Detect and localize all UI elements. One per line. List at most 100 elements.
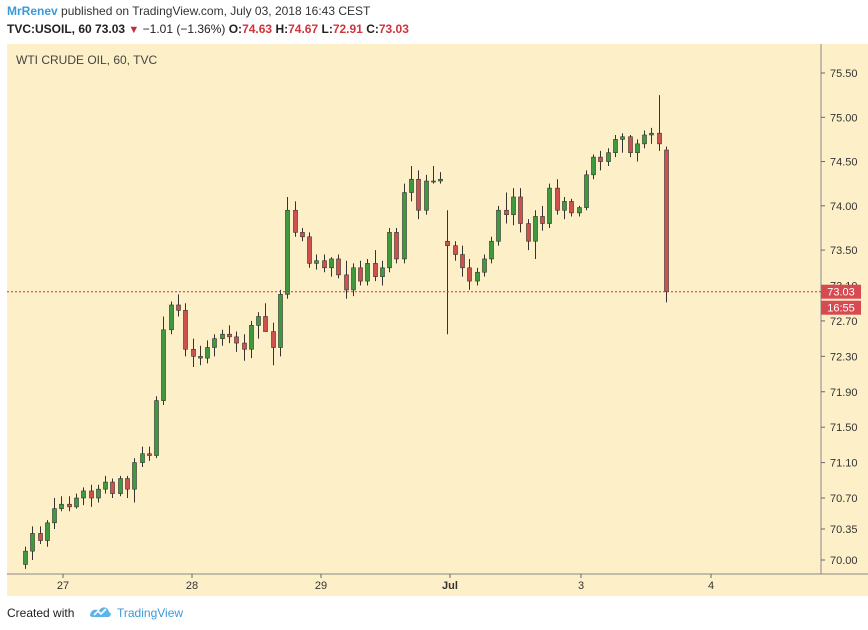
candle[interactable] <box>620 133 625 153</box>
candle[interactable] <box>67 496 72 512</box>
candle[interactable] <box>409 165 414 202</box>
candle[interactable] <box>45 520 50 547</box>
candle[interactable] <box>526 219 531 251</box>
candle[interactable] <box>52 498 57 530</box>
candle[interactable] <box>649 127 654 144</box>
candle[interactable] <box>562 196 567 220</box>
tradingview-logo-icon[interactable] <box>88 602 112 620</box>
candle-body <box>147 453 152 456</box>
candle[interactable] <box>38 526 43 545</box>
chart-header: MrRenev published on TradingView.com, Ju… <box>0 0 868 40</box>
candle[interactable] <box>569 198 574 217</box>
tradingview-link[interactable]: TradingView <box>117 606 184 620</box>
candle[interactable] <box>489 236 494 264</box>
price-axis[interactable]: 70.00 70.35 70.70 71.10 71.50 71.90 72.30 72.70… <box>821 68 858 567</box>
candle[interactable] <box>322 254 327 273</box>
candle[interactable] <box>387 227 392 273</box>
candle-body <box>169 304 174 331</box>
candle[interactable] <box>140 446 145 468</box>
candle[interactable] <box>242 334 247 361</box>
candle[interactable] <box>176 294 181 317</box>
candle[interactable] <box>147 446 152 461</box>
candle[interactable] <box>635 139 640 162</box>
candle[interactable] <box>657 95 662 151</box>
candle[interactable] <box>227 325 232 344</box>
candle[interactable] <box>380 260 385 286</box>
candle[interactable] <box>191 338 196 367</box>
candle[interactable] <box>300 227 305 242</box>
candle[interactable] <box>234 331 239 352</box>
candle-body <box>526 223 531 242</box>
candle[interactable] <box>584 170 589 211</box>
candle[interactable] <box>606 148 611 166</box>
candle[interactable] <box>373 250 378 282</box>
candle[interactable] <box>256 312 261 339</box>
candle[interactable] <box>591 154 596 180</box>
time-axis[interactable]: 27 28 29 Jul 3 4 <box>57 574 714 592</box>
candle[interactable] <box>220 329 225 346</box>
candle[interactable] <box>263 303 268 332</box>
candle[interactable] <box>460 245 465 277</box>
candle[interactable] <box>664 146 669 303</box>
candle[interactable] <box>59 496 64 512</box>
candle[interactable] <box>154 396 159 459</box>
candle[interactable] <box>533 210 538 259</box>
candle[interactable] <box>475 267 480 286</box>
candle[interactable] <box>351 263 356 297</box>
candle[interactable] <box>555 179 560 215</box>
candle[interactable] <box>81 487 86 506</box>
candle[interactable] <box>336 254 341 279</box>
candle[interactable] <box>394 227 399 264</box>
candle-body <box>110 481 115 494</box>
candle[interactable] <box>504 192 509 224</box>
candle[interactable] <box>431 165 436 184</box>
candle[interactable] <box>205 340 210 364</box>
candle[interactable] <box>329 257 334 277</box>
candle[interactable] <box>125 475 130 499</box>
candle[interactable] <box>271 322 276 366</box>
candle[interactable] <box>103 475 108 494</box>
candle[interactable] <box>467 258 472 290</box>
candle[interactable] <box>613 134 618 158</box>
candle[interactable] <box>598 150 603 171</box>
candle[interactable] <box>30 526 35 560</box>
candle[interactable] <box>249 320 254 359</box>
candle[interactable] <box>212 334 217 357</box>
candle[interactable] <box>358 260 363 286</box>
candle[interactable] <box>278 289 283 357</box>
candle[interactable] <box>110 478 115 499</box>
candle[interactable] <box>183 303 188 357</box>
author-link[interactable]: MrRenev <box>7 4 58 18</box>
candle[interactable] <box>496 205 501 246</box>
candle[interactable] <box>453 241 458 261</box>
candle[interactable] <box>511 188 516 226</box>
candle[interactable] <box>424 174 429 215</box>
candle[interactable] <box>198 345 203 366</box>
candle[interactable] <box>74 493 79 509</box>
candle[interactable] <box>577 205 582 217</box>
candle[interactable] <box>344 260 349 299</box>
candle[interactable] <box>445 210 450 335</box>
candle[interactable] <box>642 130 647 149</box>
candle[interactable] <box>23 546 28 569</box>
candle[interactable] <box>438 172 443 184</box>
candle[interactable] <box>118 475 123 497</box>
candle[interactable] <box>314 254 319 270</box>
candle[interactable] <box>482 254 487 277</box>
candle[interactable] <box>285 196 290 299</box>
candle[interactable] <box>89 484 94 507</box>
candle[interactable] <box>169 301 174 335</box>
candle[interactable] <box>518 188 523 233</box>
candle[interactable] <box>307 232 312 268</box>
candle[interactable] <box>547 183 552 228</box>
candle[interactable] <box>416 170 421 220</box>
candle[interactable] <box>365 258 370 286</box>
candle[interactable] <box>293 201 298 237</box>
candle[interactable] <box>96 484 101 503</box>
candle[interactable] <box>628 134 633 158</box>
candle[interactable] <box>161 316 166 406</box>
candle[interactable] <box>402 183 407 264</box>
candle[interactable] <box>540 205 545 231</box>
candle[interactable] <box>132 458 137 503</box>
